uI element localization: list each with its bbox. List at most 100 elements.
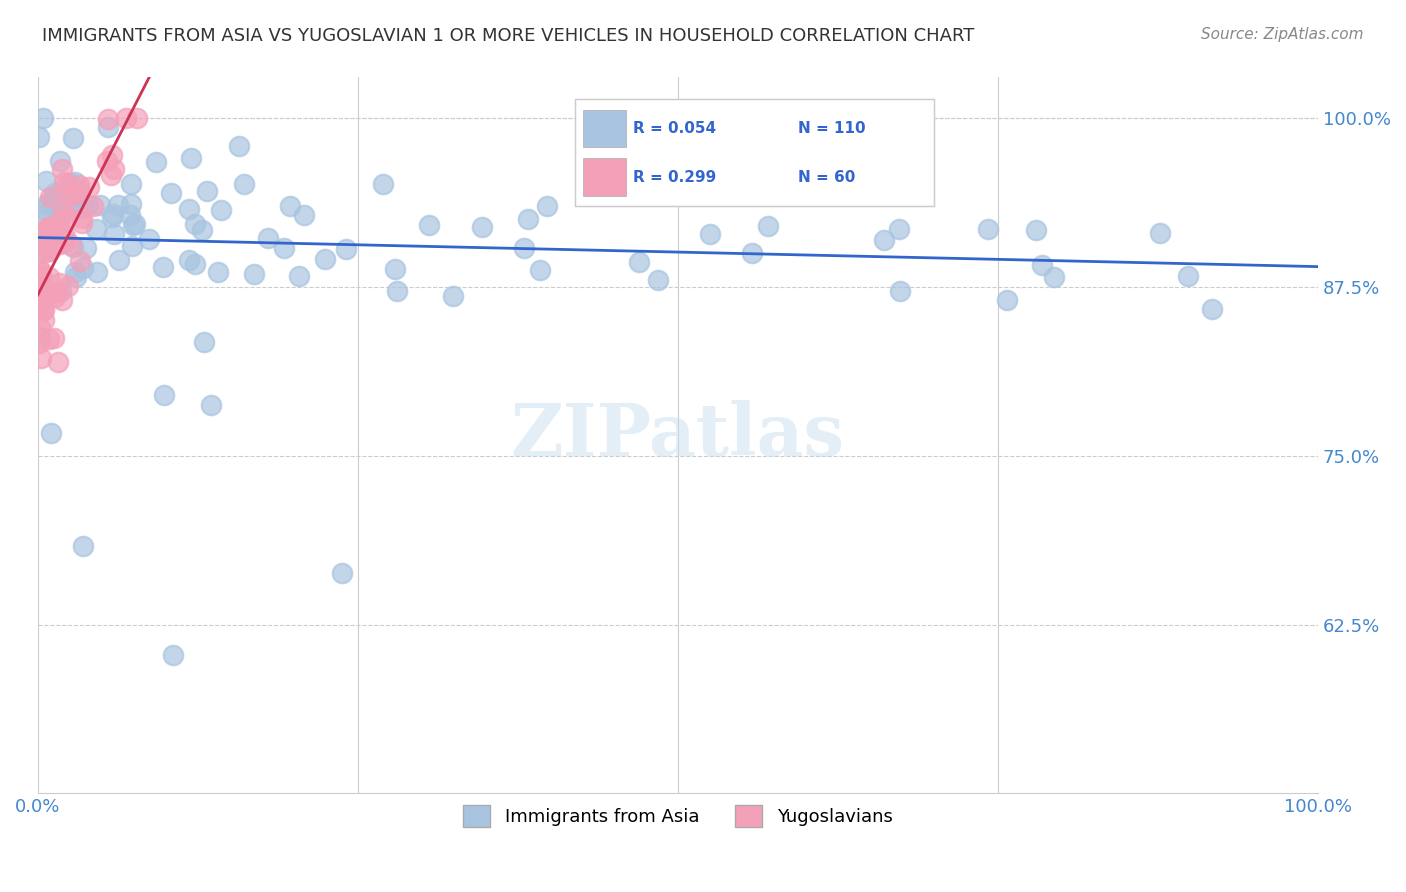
Point [335,242,357,256]
Point [873,234,896,248]
Point [49,285,72,299]
Point [243,268,266,282]
Point [96,154,118,169]
Point [51,293,73,307]
Point [52,203,75,218]
Point [28,300,51,314]
Point [801,187,824,202]
Point [84,222,107,236]
Point [1149,226,1171,240]
Point [30,351,52,365]
Point [1177,269,1199,284]
Point [44,285,66,299]
Point [45,194,67,209]
Point [228,139,250,153]
Point [70,216,93,230]
Point [32,303,55,318]
Point [292,208,315,222]
Point [28,329,51,343]
Point [120,178,142,192]
Point [180,151,202,165]
Point [314,252,336,267]
Point [1201,301,1223,316]
Point [756,219,779,233]
Point [53,228,76,243]
Point [62,240,84,254]
Point [100,211,122,225]
Point [441,289,464,303]
Point [114,111,136,125]
Point [60,186,83,201]
Point [63,265,86,279]
Point [107,252,129,267]
Point [1031,258,1053,272]
Point [65,270,87,285]
Point [42,331,65,345]
Point [100,168,122,182]
Point [209,203,232,218]
Point [160,186,183,200]
Point [384,261,406,276]
Point [37,196,59,211]
Point [28,291,51,305]
Point [207,265,229,279]
Point [34,234,56,248]
Point [79,180,101,194]
Point [193,335,215,350]
Point [184,217,207,231]
Point [32,312,55,326]
Point [56,188,79,202]
Point [627,255,650,269]
Point [32,202,55,216]
Point [37,221,59,235]
Point [995,293,1018,307]
Point [887,222,910,236]
Point [66,200,89,214]
Point [103,162,125,177]
Point [107,197,129,211]
Point [63,176,86,190]
Point [75,241,97,255]
Point [330,566,353,581]
Point [195,184,218,198]
Point [31,111,53,125]
Point [122,219,145,233]
Point [529,262,551,277]
Point [37,285,59,300]
Point [62,131,84,145]
Text: IMMIGRANTS FROM ASIA VS YUGOSLAVIAN 1 OR MORE VEHICLES IN HOUSEHOLD CORRELATION : IMMIGRANTS FROM ASIA VS YUGOSLAVIAN 1 OR… [42,27,974,45]
Point [53,233,76,247]
Point [1043,269,1066,284]
Point [48,216,70,230]
Point [278,199,301,213]
Point [118,208,141,222]
Point [145,155,167,169]
Point [49,235,72,250]
Point [1025,223,1047,237]
Point [34,174,56,188]
Point [34,207,56,221]
Point [30,320,52,334]
Point [28,335,51,350]
Point [120,197,142,211]
Point [889,284,911,298]
Point [58,203,80,218]
Point [72,539,94,553]
Point [56,177,79,191]
Point [59,176,82,190]
Point [39,239,62,253]
Point [127,111,149,125]
Point [69,185,91,199]
Point [44,227,66,242]
Point [34,227,56,242]
Point [121,239,143,253]
Point [34,287,56,301]
Point [31,302,53,317]
Point [39,425,62,440]
Point [273,242,295,256]
Point [699,227,721,241]
Point [37,243,59,257]
Point [517,212,540,227]
Point [35,245,58,260]
Point [647,273,669,287]
